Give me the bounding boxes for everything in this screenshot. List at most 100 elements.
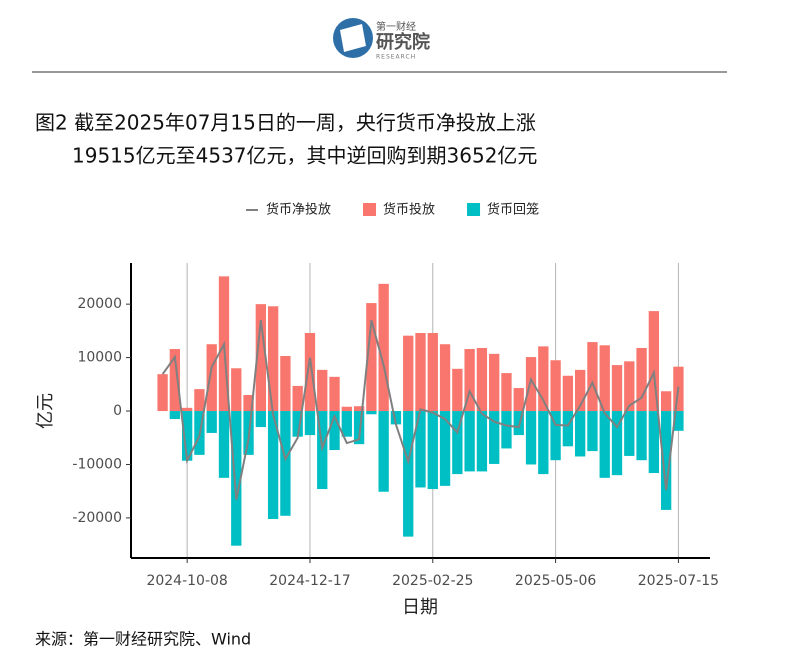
bar <box>673 411 684 431</box>
bar <box>587 342 598 412</box>
bar <box>624 361 635 412</box>
logo-brand: 第一财经 <box>376 20 416 33</box>
bar <box>267 306 279 412</box>
bar <box>341 411 352 437</box>
bar <box>169 411 181 420</box>
bar <box>169 349 181 412</box>
logo-name: 研究院 <box>376 31 430 53</box>
bar <box>403 335 414 412</box>
bar <box>353 411 365 445</box>
bar <box>231 368 242 412</box>
bar <box>353 406 365 412</box>
bar <box>648 311 660 412</box>
bar <box>206 411 217 433</box>
x-axis-label: 日期 <box>402 597 438 618</box>
bar <box>476 411 488 472</box>
legend-label: 货币回笼 <box>487 202 539 218</box>
bar <box>476 347 488 412</box>
bar <box>562 411 574 447</box>
bar <box>636 347 647 412</box>
bar <box>255 304 266 412</box>
bar <box>648 411 660 474</box>
bar <box>538 346 549 412</box>
bar <box>366 303 377 412</box>
bar <box>378 283 389 412</box>
legend-swatch <box>467 203 481 216</box>
bar <box>611 411 623 476</box>
bar <box>292 385 303 412</box>
bar <box>280 355 291 412</box>
bar <box>660 411 672 510</box>
bar <box>575 411 586 457</box>
bar <box>218 411 230 478</box>
bar <box>452 368 463 412</box>
x-tick-label: 2025-05-06 <box>515 573 596 589</box>
bar <box>550 360 561 412</box>
bar <box>304 411 316 436</box>
bar <box>329 376 340 412</box>
bar <box>464 411 475 472</box>
x-tick-label: 2025-07-15 <box>638 573 719 589</box>
bar <box>513 411 524 436</box>
bar <box>611 365 623 412</box>
bar <box>513 388 524 412</box>
bar <box>206 344 217 412</box>
y-axis-label: 亿元 <box>35 393 56 429</box>
y-tick-label: -20000 <box>72 510 122 526</box>
x-tick-label: 2024-12-17 <box>269 573 350 589</box>
bar <box>525 411 537 465</box>
bar <box>599 411 610 478</box>
logo: 第一财经 研究院 RESEARCH <box>333 18 430 61</box>
x-tick-label: 2025-02-25 <box>392 573 473 589</box>
bar <box>194 389 205 412</box>
bar <box>501 411 512 449</box>
bar <box>501 373 512 412</box>
bar <box>427 411 438 490</box>
bar <box>181 411 193 461</box>
plot: -20000 -10000 0 10000 20000 2024-10-08 2024-12… <box>72 202 719 590</box>
bar <box>525 357 537 412</box>
bar <box>427 333 438 412</box>
logo-sub: RESEARCH <box>376 54 416 61</box>
bar <box>157 374 168 412</box>
bar <box>575 369 586 412</box>
logo-icon-shape <box>340 24 366 52</box>
bar <box>660 391 672 412</box>
bar <box>243 395 254 412</box>
bar <box>464 349 475 412</box>
bar <box>378 411 389 492</box>
y-tick-label: 20000 <box>77 296 122 312</box>
bar <box>366 411 377 415</box>
chart-title: 19515亿元至4537亿元，其中逆回购到期3652亿元 <box>72 144 537 168</box>
bar <box>415 411 426 488</box>
bar <box>341 406 352 412</box>
source-note: 来源：第一财经研究院、Wind <box>35 630 251 649</box>
bar <box>439 411 451 486</box>
bar <box>538 411 549 475</box>
bar <box>636 411 647 461</box>
bar <box>439 344 451 412</box>
legend-swatch <box>363 203 377 216</box>
bar <box>452 411 463 475</box>
line <box>161 319 680 500</box>
bar <box>267 411 279 519</box>
bar <box>415 333 426 412</box>
chart-title: 图2 截至2025年07月15日的一周，央行货币净投放上涨 <box>35 111 536 135</box>
bar <box>403 411 414 537</box>
bar <box>317 369 328 412</box>
bar <box>231 411 242 546</box>
bar <box>489 411 500 464</box>
y-tick-label: 10000 <box>77 350 122 366</box>
y-tick-label: 0 <box>113 403 122 419</box>
bar <box>255 411 266 428</box>
bar <box>181 407 193 412</box>
bar <box>280 411 291 516</box>
x-tick-label: 2024-10-08 <box>146 573 227 589</box>
bar <box>587 411 598 452</box>
bar <box>292 411 303 437</box>
bar <box>304 333 316 412</box>
bar <box>624 411 635 456</box>
y-tick-label: -10000 <box>72 456 122 472</box>
legend-label: 货币投放 <box>383 202 435 218</box>
